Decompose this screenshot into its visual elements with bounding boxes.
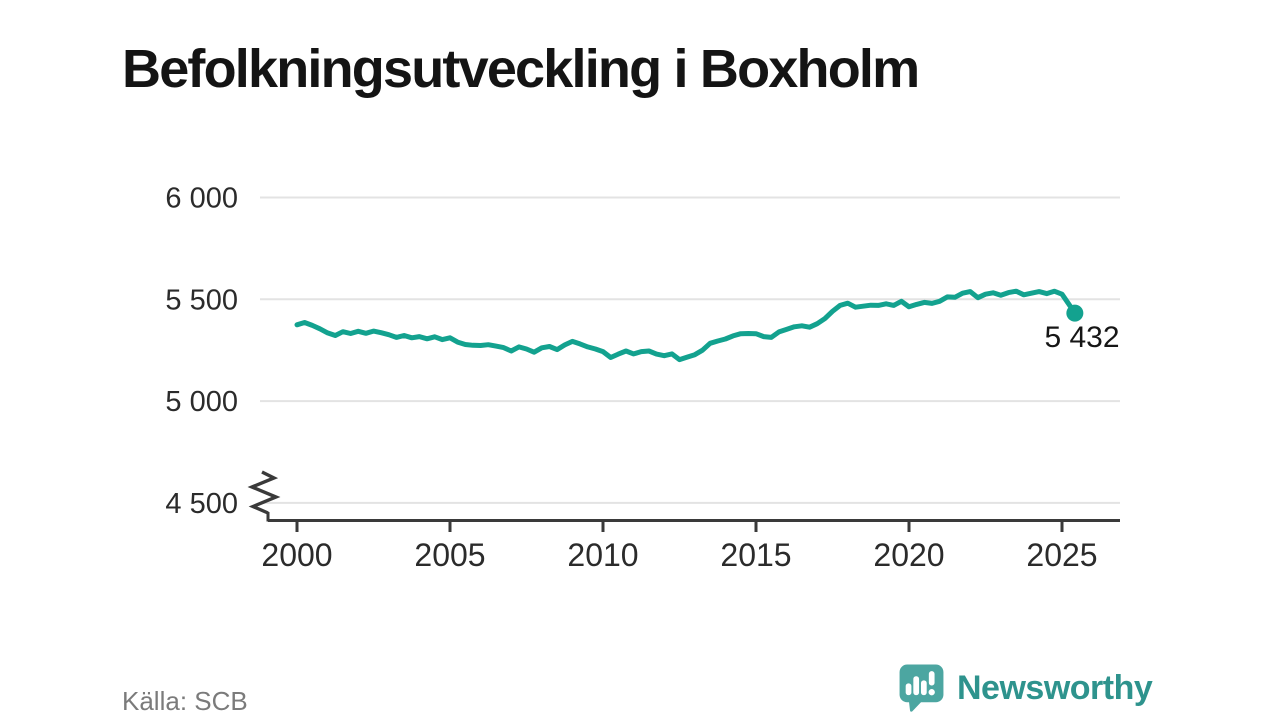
exclamation-stem bbox=[928, 671, 935, 686]
y-tick-label-5500: 5 500 bbox=[165, 284, 238, 316]
y-tick-label-5000: 5 000 bbox=[165, 386, 238, 418]
bar-3 bbox=[920, 680, 927, 696]
x-tick-label-2025: 2025 bbox=[1026, 537, 1097, 573]
source-note: Källa: SCB bbox=[122, 686, 248, 716]
x-tick-label-2000: 2000 bbox=[261, 537, 332, 573]
x-tick-label-2015: 2015 bbox=[720, 537, 791, 573]
x-tick-label-2010: 2010 bbox=[567, 537, 638, 573]
exclamation-dot bbox=[928, 689, 935, 696]
y-tick-label-6000: 6 000 bbox=[165, 183, 238, 215]
newsworthy-logo: Newsworthy bbox=[897, 663, 1153, 713]
bar-1 bbox=[905, 683, 912, 696]
newsworthy-logo-text: Newsworthy bbox=[957, 668, 1153, 707]
population-line bbox=[294, 288, 1078, 363]
y-axis-break-icon bbox=[247, 470, 281, 515]
bar-2 bbox=[913, 676, 920, 696]
latest-point-marker bbox=[1066, 304, 1084, 322]
x-tick-label-2020: 2020 bbox=[873, 537, 944, 573]
latest-value-label: 5 432 bbox=[1044, 321, 1119, 354]
x-tick-label-2005: 2005 bbox=[414, 537, 485, 573]
bar-chart-speech-bubble-icon bbox=[899, 664, 944, 712]
chart-title: Befolkningsutveckling i Boxholm bbox=[122, 39, 920, 100]
y-tick-label-4500: 4 500 bbox=[165, 488, 238, 520]
